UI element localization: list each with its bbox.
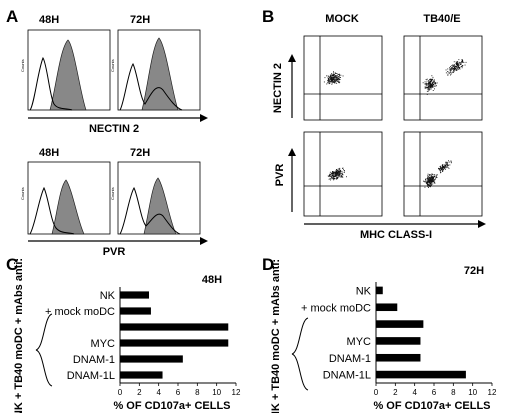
bar-chart-d-group-label: NK + TB40 moDC + mAbs anti: bbox=[270, 259, 282, 413]
x-tick-label-d: 0 bbox=[374, 388, 379, 397]
histogram-a1: Counts bbox=[20, 29, 111, 111]
dotplot-row-label-pvr: PVR bbox=[274, 164, 286, 187]
x-tick-label-c: 10 bbox=[212, 388, 221, 397]
dotplot-col-header-tb40: TB40/E bbox=[423, 13, 460, 25]
bar-d-3 bbox=[376, 337, 421, 345]
bar-label-d-4: DNAM-1 bbox=[329, 353, 371, 365]
dotplot-b4 bbox=[403, 131, 483, 217]
dotplot-b-row2: PVR bbox=[274, 131, 483, 217]
x-tick-label-c: 2 bbox=[137, 388, 142, 397]
histogram-a2: Counts bbox=[110, 29, 201, 111]
histogram-a4: Counts bbox=[110, 161, 201, 235]
arrow-b-x-head bbox=[478, 220, 486, 228]
bar-c-1 bbox=[120, 307, 151, 315]
bar-chart-c-group-label: NK + TB40 moDC + mAbs anti: bbox=[13, 258, 25, 413]
x-tick-label-c: 4 bbox=[156, 388, 161, 397]
bar-d-1 bbox=[376, 303, 398, 312]
hist-a1-time: 48H bbox=[39, 14, 59, 26]
arrow-b-row1-head bbox=[288, 54, 296, 62]
bar-c-3 bbox=[120, 339, 229, 347]
dotplot-b1 bbox=[303, 35, 383, 121]
x-tick-label-d: 8 bbox=[451, 388, 456, 397]
bar-c-0 bbox=[120, 291, 149, 299]
dotplot-xlabel: MHC CLASS-I bbox=[360, 229, 432, 241]
bar-d-0 bbox=[376, 286, 383, 295]
bar-chart-d-brace bbox=[291, 317, 309, 391]
x-tick-label-c: 6 bbox=[176, 388, 181, 397]
bar-label-c-4: DNAM-1 bbox=[73, 354, 115, 366]
panel-a-letter: A bbox=[6, 7, 18, 26]
bar-c-4 bbox=[120, 355, 183, 363]
bar-label-d-1: + mock moDC bbox=[301, 302, 371, 314]
bar-label-c-3: MYC bbox=[91, 338, 116, 350]
bar-chart-d: 72H NK + TB40 moDC + mAbs anti: 0 2 4 6 8 10 1… bbox=[270, 259, 497, 413]
bar-chart-c: 48H NK + TB40 moDC + mAbs anti: 0 2 4 6 8 10 1… bbox=[13, 258, 241, 413]
x-axis-label-d: % OF CD107a+ CELLS bbox=[373, 400, 490, 412]
hist-a1-yaxis: Counts bbox=[20, 59, 25, 72]
hist-a3-yaxis: Counts bbox=[20, 187, 25, 200]
bar-label-c-0: NK bbox=[100, 290, 116, 302]
bar-c-2 bbox=[120, 323, 229, 331]
dotplot-b2 bbox=[403, 35, 483, 121]
bar-label-c-1: + mock moDC bbox=[45, 306, 115, 318]
panel-a-row1: 48H 72H Counts Counts NECTIN 2 bbox=[20, 14, 208, 135]
arrow-a-row2-head bbox=[200, 237, 208, 245]
bar-d-4 bbox=[376, 353, 421, 362]
hist-a4-yaxis: Counts bbox=[110, 187, 115, 200]
bar-label-c-5: DNAM-1L bbox=[67, 370, 115, 382]
x-tick-label-d: 10 bbox=[468, 388, 477, 397]
bar-d-5 bbox=[376, 370, 466, 379]
dotplot-b3 bbox=[303, 131, 383, 217]
x-axis-label-c: % OF CD107a+ CELLS bbox=[113, 400, 230, 412]
hist-a2-yaxis: Counts bbox=[110, 59, 115, 72]
x-tick-label-c: 0 bbox=[118, 388, 123, 397]
hist-a4-time: 72H bbox=[130, 147, 150, 159]
dotplot-col-header-mock: MOCK bbox=[325, 13, 359, 25]
bar-d-2 bbox=[376, 320, 424, 328]
bar-chart-c-title: 48H bbox=[202, 274, 222, 286]
x-tick-label-d: 12 bbox=[488, 388, 497, 397]
dotplot-row-label-nectin: NECTIN 2 bbox=[272, 63, 284, 113]
x-tick-label-c: 8 bbox=[195, 388, 200, 397]
panel-a-row2: 48H 72H Counts Counts PVR bbox=[20, 147, 208, 258]
arrow-b-row2-head bbox=[288, 148, 296, 156]
dotplot-b-row1: NECTIN 2 bbox=[272, 35, 483, 121]
hist-a2-time: 72H bbox=[130, 14, 150, 26]
bar-chart-c-brace bbox=[35, 313, 53, 387]
x-tick-label-c: 12 bbox=[232, 388, 241, 397]
bar-label-d-0: NK bbox=[356, 285, 372, 297]
hist-a-row1-xlabel: NECTIN 2 bbox=[89, 123, 139, 135]
bar-label-d-5: DNAM-1L bbox=[323, 370, 371, 382]
arrow-a-row1-head bbox=[200, 114, 208, 122]
panel-b-letter: B bbox=[262, 7, 274, 26]
bar-label-d-3: MYC bbox=[347, 336, 372, 348]
hist-a3-time: 48H bbox=[39, 147, 59, 159]
panel-c-letter: C bbox=[6, 255, 18, 274]
bar-c-5 bbox=[120, 371, 163, 379]
histogram-a3: Counts bbox=[20, 161, 111, 235]
x-tick-label-d: 4 bbox=[412, 388, 417, 397]
x-tick-label-d: 2 bbox=[393, 388, 398, 397]
x-tick-label-d: 6 bbox=[432, 388, 437, 397]
hist-a-row2-xlabel: PVR bbox=[103, 246, 126, 258]
bar-chart-d-title: 72H bbox=[464, 265, 484, 277]
panel-d-letter: D bbox=[262, 255, 274, 274]
